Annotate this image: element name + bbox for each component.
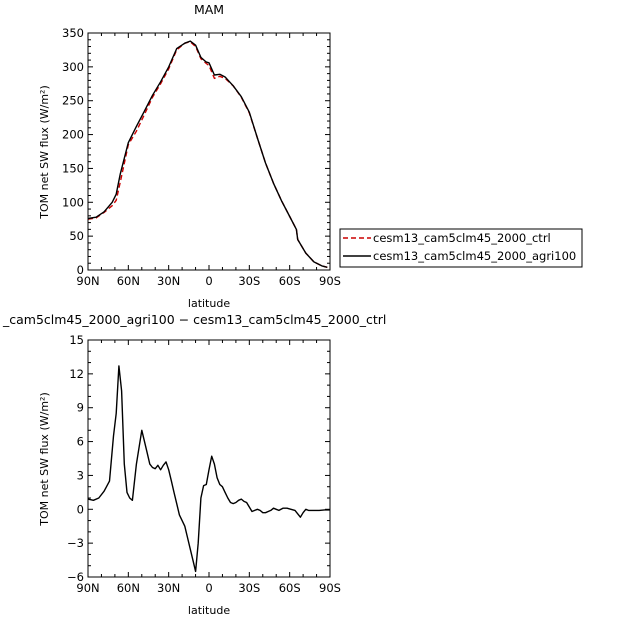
bottom-series-lines xyxy=(87,365,330,573)
legend: cesm13_cam5clm45_2000_ctrl cesm13_cam5cl… xyxy=(339,228,583,268)
legend-box xyxy=(339,228,583,268)
top-y-tick-label: 250 xyxy=(62,94,84,108)
bottom-x-tick-label: 90S xyxy=(319,581,341,595)
bottom-y-tick-label: 12 xyxy=(69,367,84,381)
top-y-tick-label: 150 xyxy=(62,161,84,175)
bottom-y-tick-label: 0 xyxy=(77,502,84,516)
bottom-y-tick-label: 6 xyxy=(77,435,84,449)
top-y-tick-label: 100 xyxy=(62,195,84,209)
top-x-tick-label: 90S xyxy=(319,274,341,288)
bottom-x-tick-label: 60N xyxy=(117,581,140,595)
bottom-chart-title: _cam5clm45_2000_agri100 − cesm13_cam5clm… xyxy=(2,312,386,327)
top-plot-frame xyxy=(87,32,331,271)
bottom-panel: _cam5clm45_2000_agri100 − cesm13_cam5clm… xyxy=(2,312,386,617)
bottom-axis-ticks: 90N 60N 30N 0 30S 60S 90S −6 −3 0 3 6 9 12 15 xyxy=(67,333,341,595)
top-chart-title: MAM xyxy=(194,2,224,17)
bottom-y-axis-label: TOM net SW flux (W/m²) xyxy=(38,392,51,526)
top-series-lines xyxy=(87,40,328,268)
bottom-plot-frame xyxy=(87,339,331,578)
top-y-axis-label: TOM net SW flux (W/m²) xyxy=(38,85,51,219)
top-x-axis-label: latitude xyxy=(188,297,230,310)
bottom-x-axis-label: latitude xyxy=(188,604,230,617)
top-y-tick-label: 200 xyxy=(62,128,84,142)
bottom-y-tick-label: 15 xyxy=(69,333,84,347)
top-x-tick-label: 30N xyxy=(157,274,180,288)
bottom-x-tick-label: 30S xyxy=(238,581,260,595)
top-x-tick-label: 0 xyxy=(205,274,212,288)
bottom-y-tick-label: 3 xyxy=(77,468,84,482)
bottom-y-tick-label: 9 xyxy=(77,401,84,415)
bottom-x-tick-label: 90N xyxy=(76,581,99,595)
bottom-x-tick-label: 30N xyxy=(157,581,180,595)
bottom-x-tick-label: 60S xyxy=(279,581,301,595)
top-y-tick-label: 350 xyxy=(62,26,84,40)
legend-label-ctrl: cesm13_cam5clm45_2000_ctrl xyxy=(373,231,551,245)
bottom-x-tick-label: 0 xyxy=(205,581,212,595)
top-panel: MAM 90N 60N 30N 0 30S 60S 90S 0 50 100 150 200 250 30… xyxy=(38,2,583,310)
top-series-line-1 xyxy=(87,40,328,268)
top-y-tick-label: 0 xyxy=(77,263,84,277)
top-x-tick-label: 30S xyxy=(238,274,260,288)
bottom-y-tick-label: −3 xyxy=(67,536,84,550)
top-x-tick-label: 90N xyxy=(76,274,99,288)
legend-label-agri100: cesm13_cam5clm45_2000_agri100 xyxy=(373,249,576,263)
top-axis-ticks: 90N 60N 30N 0 30S 60S 90S 0 50 100 150 200 250 300 350 xyxy=(62,26,341,288)
top-series-line-0 xyxy=(87,41,328,268)
top-x-tick-label: 60S xyxy=(279,274,301,288)
top-y-tick-label: 300 xyxy=(62,60,84,74)
bottom-y-tick-label: −6 xyxy=(67,570,84,584)
top-y-tick-label: 50 xyxy=(69,229,84,243)
bottom-series-line-0 xyxy=(87,365,330,573)
top-x-tick-label: 60N xyxy=(117,274,140,288)
